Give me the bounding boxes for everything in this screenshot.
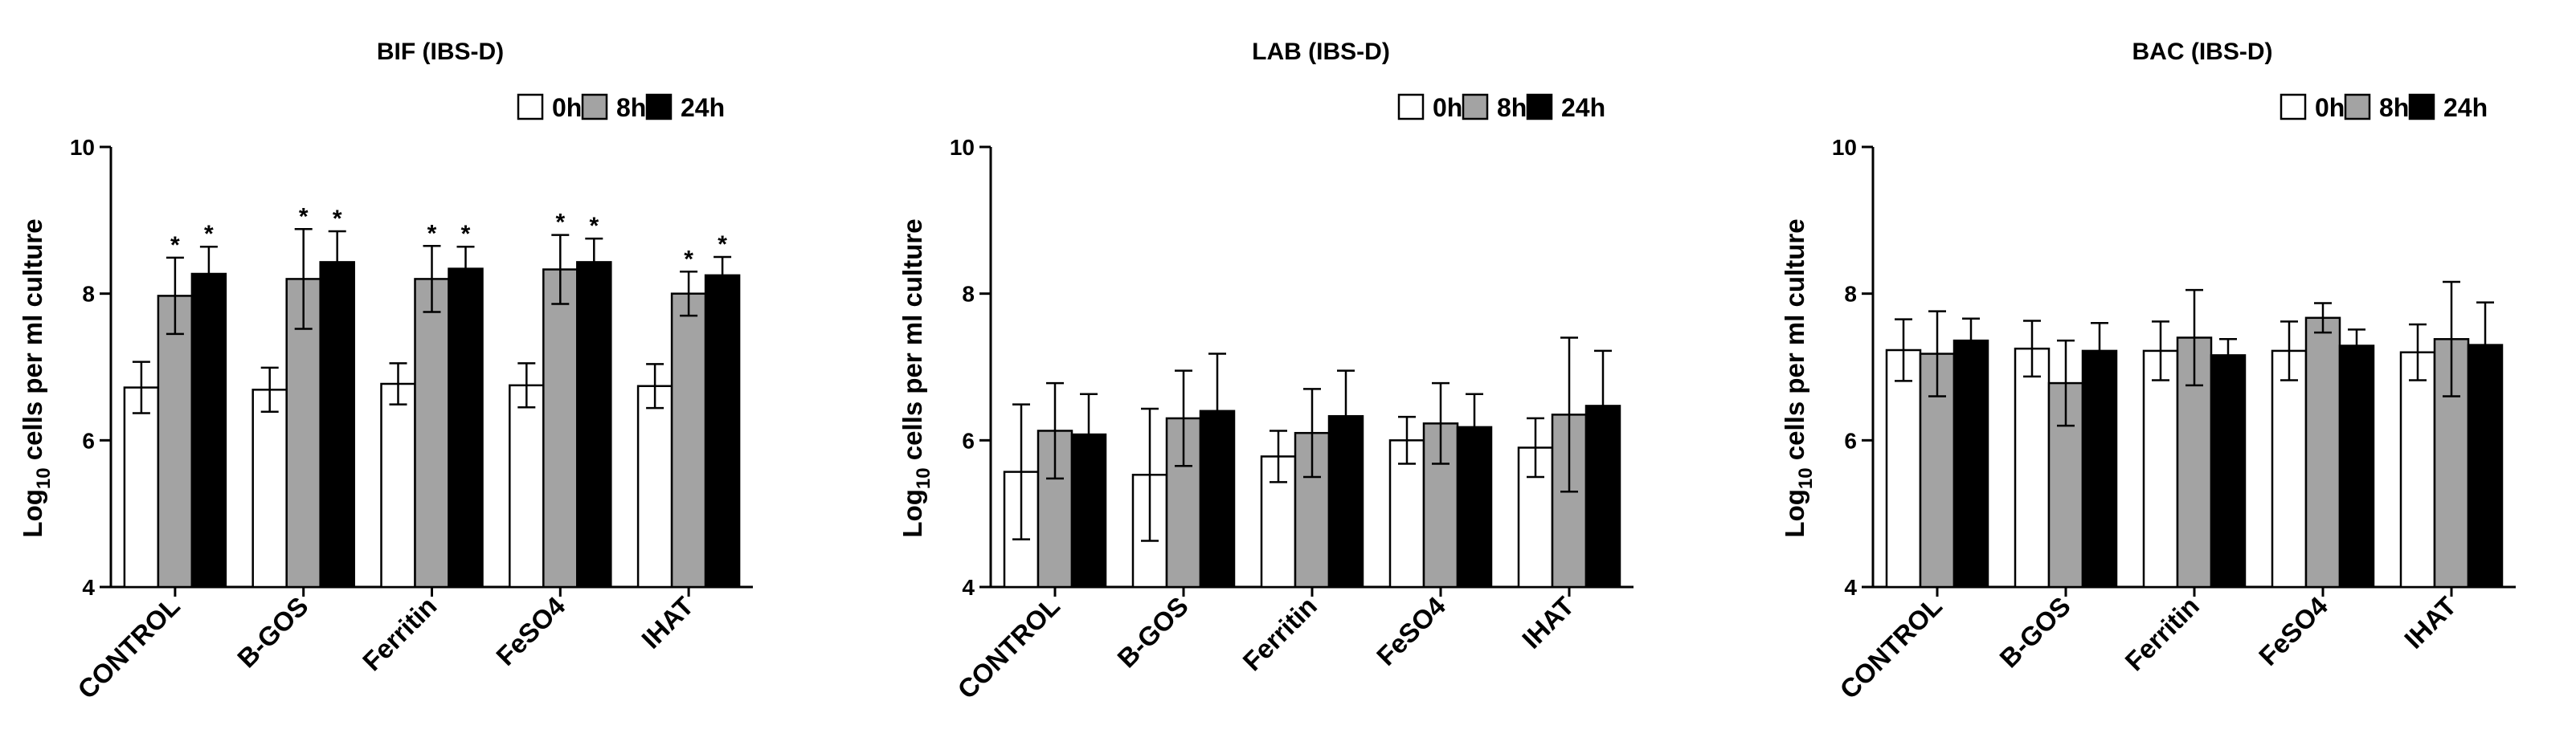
bar-24h-Ferritin	[2210, 354, 2247, 589]
y-axis-label-prefix: Log	[898, 489, 927, 537]
legend-label-8h: 8h	[616, 93, 646, 122]
x-tick-label: Ferritin	[2119, 591, 2205, 677]
y-axis-label: Log10 cells per ml culture	[18, 218, 55, 537]
legend-label-24h: 24h	[1561, 93, 1605, 122]
legend-swatch-8h	[1462, 93, 1489, 120]
chart-title: BIF (IBS-D)	[377, 39, 504, 65]
legend-label-24h: 24h	[681, 93, 725, 122]
y-axis-label-rest: cells per ml culture	[18, 218, 47, 467]
legend-swatch-24h	[2408, 93, 2435, 120]
y-tick-label: 6	[962, 428, 975, 453]
bar-0h-FeSO4	[2271, 349, 2308, 589]
y-axis-label-subscript: 10	[913, 467, 934, 489]
significance-marker: *	[589, 213, 599, 239]
y-tick-label: 10	[950, 135, 975, 160]
x-tick-label: IHAT	[1516, 591, 1580, 654]
x-tick-label: CONTROL	[72, 591, 186, 705]
bar-24h-Ferritin	[448, 267, 484, 589]
x-tick-label: IHAT	[636, 591, 699, 654]
bar-24h-B-GOS	[2081, 349, 2118, 589]
significance-marker: *	[718, 231, 727, 258]
legend-swatch-8h	[2344, 93, 2371, 120]
y-axis-label-rest: cells per ml culture	[898, 218, 927, 467]
y-tick-label: 10	[70, 135, 95, 160]
y-axis-label-prefix: Log	[1780, 489, 1809, 537]
y-tick-label: 4	[962, 575, 975, 600]
legend-swatch-0h	[517, 93, 544, 120]
x-tick-label: B-GOS	[1993, 591, 2076, 674]
chart-panel-2: LAB (IBS-D)Log10 cells per ml culture468…	[898, 39, 1634, 704]
bar-0h-Ferritin	[380, 382, 416, 589]
bar-8h-CONTROL	[157, 295, 194, 589]
y-tick-label: 6	[1844, 428, 1857, 453]
y-tick-label: 8	[962, 282, 975, 307]
bar-0h-CONTROL	[1885, 349, 1922, 589]
x-tick-label: B-GOS	[231, 591, 314, 674]
bar-24h-FeSO4	[576, 261, 612, 589]
y-axis-label: Log10 cells per ml culture	[898, 218, 934, 537]
significance-marker: *	[333, 206, 342, 232]
legend-label-0h: 0h	[552, 93, 582, 122]
significance-marker: *	[299, 203, 309, 230]
legend-swatch-8h	[581, 93, 608, 120]
x-tick-label: Ferritin	[357, 591, 443, 677]
bar-24h-B-GOS	[319, 261, 355, 589]
y-tick-label: 4	[82, 575, 95, 600]
x-tick-label: B-GOS	[1111, 591, 1194, 674]
significance-marker: *	[204, 221, 214, 247]
x-tick-label: FeSO4	[490, 590, 571, 671]
y-tick-label: 8	[82, 282, 95, 307]
y-axis-label-subscript: 10	[33, 467, 55, 489]
bar-24h-CONTROL	[1952, 339, 1989, 589]
chart-title: BAC (IBS-D)	[2132, 39, 2273, 65]
legend-label-8h: 8h	[1497, 93, 1527, 122]
legend-label-0h: 0h	[1433, 93, 1462, 122]
bar-24h-CONTROL	[190, 272, 227, 589]
bar-0h-CONTROL	[123, 386, 160, 589]
bar-8h-FeSO4	[2304, 316, 2341, 589]
x-tick-label: CONTROL	[1834, 591, 1948, 705]
legend-swatch-0h	[2280, 93, 2307, 120]
legend-label-24h: 24h	[2443, 93, 2488, 122]
legend-swatch-0h	[1397, 93, 1425, 120]
bar-0h-FeSO4	[509, 384, 545, 589]
y-axis-label-prefix: Log	[18, 489, 47, 537]
x-tick-label: FeSO4	[1371, 590, 1452, 671]
chart-panel-3: BAC (IBS-D)Log10 cells per ml culture468…	[1780, 39, 2516, 704]
legend-swatch-24h	[645, 93, 673, 120]
significance-marker: *	[461, 221, 471, 247]
significance-marker: *	[427, 220, 437, 247]
bar-0h-IHAT	[2399, 351, 2436, 589]
legend-label-8h: 8h	[2379, 93, 2409, 122]
y-axis-label-rest: cells per ml culture	[1780, 218, 1809, 467]
legend-label-0h: 0h	[2315, 93, 2345, 122]
bar-0h-IHAT	[636, 385, 673, 589]
y-axis-label: Log10 cells per ml culture	[1780, 218, 1817, 537]
x-tick-label: IHAT	[2398, 591, 2462, 654]
bar-0h-B-GOS	[2014, 347, 2051, 589]
significance-marker: *	[555, 210, 565, 236]
x-tick-label: Ferritin	[1237, 591, 1323, 677]
bar-0h-Ferritin	[2142, 349, 2179, 589]
bar-0h-B-GOS	[251, 389, 288, 589]
x-tick-label: FeSO4	[2253, 590, 2334, 671]
bar-24h-IHAT	[704, 274, 741, 589]
y-tick-label: 4	[1844, 575, 1857, 600]
significance-marker: *	[170, 232, 180, 259]
significance-marker: *	[684, 246, 693, 272]
y-tick-label: 6	[82, 428, 95, 453]
chart-panel-1: BIF (IBS-D)Log10 cells per ml culture468…	[18, 39, 753, 704]
chart-title: LAB (IBS-D)	[1252, 39, 1390, 65]
legend-swatch-24h	[1526, 93, 1553, 120]
bar-8h-IHAT	[670, 292, 707, 589]
bar-8h-FeSO4	[542, 268, 579, 589]
y-axis-label-subscript: 10	[1795, 467, 1817, 489]
bar-8h-Ferritin	[414, 278, 450, 589]
bar-24h-FeSO4	[2338, 344, 2375, 589]
y-tick-label: 8	[1844, 282, 1857, 307]
x-tick-label: CONTROL	[951, 591, 1065, 705]
y-tick-label: 10	[1832, 135, 1857, 160]
